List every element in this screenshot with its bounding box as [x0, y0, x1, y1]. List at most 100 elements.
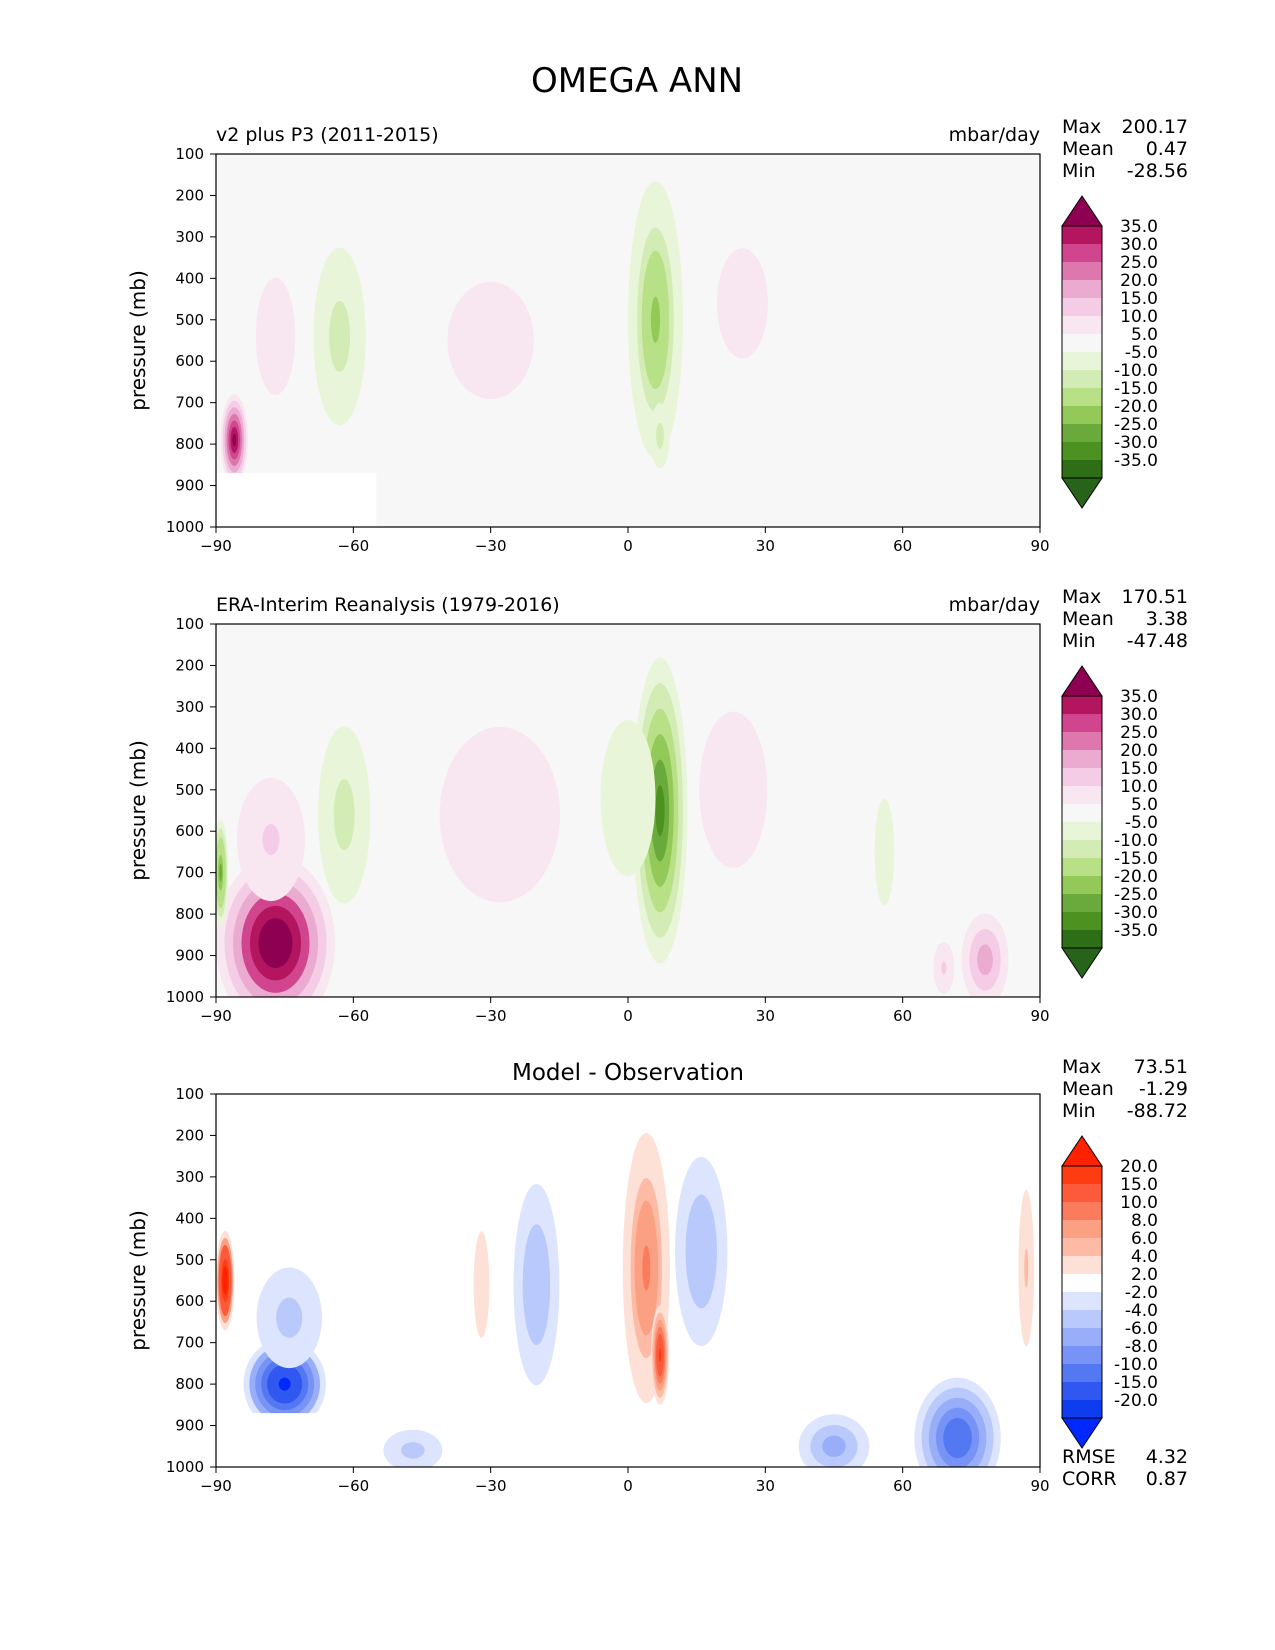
contour-blob-2 — [658, 429, 663, 443]
contour-blob-6 — [282, 1307, 296, 1328]
contour-blob-9 — [828, 1440, 840, 1452]
panel-title-left: v2 plus P3 (2011-2015) — [216, 124, 439, 146]
colorbar-segment — [1062, 912, 1102, 930]
colorbar-tick-label: -15.0 — [1114, 379, 1158, 399]
colorbar: 20.015.010.08.06.04.02.0-2.0-4.0-6.0-8.0… — [1061, 1135, 1158, 1449]
contour-field — [216, 181, 889, 527]
colorbar-segment — [1062, 1310, 1102, 1328]
colorbar-segment — [1062, 1184, 1102, 1202]
y-tick-label: 100 — [175, 145, 204, 163]
contour-blob-11 — [406, 1446, 419, 1455]
contour-blob-3 — [733, 284, 751, 322]
colorbar-segment — [1062, 424, 1102, 442]
x-tick-label: 60 — [893, 537, 912, 555]
y-tick-label: 1000 — [166, 1458, 204, 1476]
colorbar-segment — [1062, 352, 1102, 370]
stat-value: 4.32 — [1146, 1446, 1188, 1468]
contour-blob-7 — [223, 1273, 227, 1288]
stat-value: 0.87 — [1146, 1468, 1188, 1490]
contour-blob-3 — [724, 770, 742, 810]
stat-label: Max — [1062, 586, 1101, 608]
colorbar-segment — [1062, 1400, 1102, 1418]
colorbar-segment — [1062, 334, 1102, 352]
colorbar-tick-label: 5.0 — [1131, 795, 1158, 815]
colorbar-tick-label: -20.0 — [1114, 1391, 1158, 1411]
colorbar-tick-label: -5.0 — [1125, 813, 1158, 833]
contour-blob-8 — [880, 395, 889, 435]
contour-field — [216, 1133, 1035, 1467]
stat-value: -28.56 — [1127, 160, 1188, 182]
colorbar-segment — [1062, 298, 1102, 316]
colorbar-segment — [1062, 1364, 1102, 1382]
colorbar-segment — [1062, 442, 1102, 460]
colorbar-tick-label: 35.0 — [1120, 217, 1158, 237]
colorbar-segment — [1062, 750, 1102, 768]
colorbar-tick-label: -20.0 — [1114, 397, 1158, 417]
colorbar-tick-label: -35.0 — [1114, 451, 1158, 471]
colorbar-segment — [1062, 1256, 1102, 1274]
contour-blob-2 — [531, 1264, 542, 1305]
y-tick-label: 500 — [175, 781, 204, 799]
y-tick-label: 300 — [175, 228, 204, 246]
colorbar-segment — [1062, 1292, 1102, 1310]
contour-blob-6 — [262, 824, 280, 855]
colorbar-segment — [1062, 696, 1102, 714]
colorbar-tick-label: -15.0 — [1114, 849, 1158, 869]
colorbar-segment — [1062, 732, 1102, 750]
figure-title: OMEGA ANN — [531, 61, 743, 101]
stat-value: 3.38 — [1146, 608, 1188, 630]
y-axis-label: pressure (mb) — [126, 270, 150, 411]
colorbar-tick-label: -10.0 — [1114, 831, 1158, 851]
colorbar-segment — [1062, 876, 1102, 894]
colorbar-tick-label: -30.0 — [1114, 433, 1158, 453]
contour-blob-7 — [881, 834, 888, 870]
colorbar-segment — [1062, 1220, 1102, 1238]
colorbar-frame — [1061, 225, 1103, 479]
colorbar-tick-label: 25.0 — [1120, 723, 1158, 743]
colorbar-segment — [1062, 1238, 1102, 1256]
colorbar-segment — [1062, 1382, 1102, 1400]
y-tick-label: 100 — [175, 1085, 204, 1103]
stat-label: Min — [1062, 630, 1096, 652]
x-tick-label: 90 — [1030, 537, 1049, 555]
colorbar-segment — [1062, 1346, 1102, 1364]
x-tick-label: −30 — [475, 1477, 507, 1495]
y-tick-label: 500 — [175, 1251, 204, 1269]
y-tick-label: 200 — [175, 656, 204, 674]
y-tick-label: 700 — [175, 864, 204, 882]
colorbar-tick-label: -2.0 — [1125, 1283, 1158, 1303]
y-tick-label: 200 — [175, 186, 204, 204]
panel-title-center: Model - Observation — [512, 1060, 744, 1086]
contour-blob-10 — [219, 863, 222, 882]
y-tick-label: 900 — [175, 477, 204, 495]
colorbar-segment — [1062, 280, 1102, 298]
colorbar-tick-label: 15.0 — [1120, 759, 1158, 779]
colorbar-segment — [1062, 786, 1102, 804]
y-tick-label: 400 — [175, 739, 204, 757]
colorbar-segment — [1062, 894, 1102, 912]
colorbar-segment — [1062, 262, 1102, 280]
y-tick-label: 800 — [175, 1375, 204, 1393]
contour-blob-5 — [267, 930, 285, 956]
colorbar-tick-label: -25.0 — [1114, 415, 1158, 435]
contour-blob-10 — [1024, 1248, 1029, 1288]
x-tick-label: −60 — [338, 537, 370, 555]
stat-label: Min — [1062, 1100, 1096, 1122]
stat-value: 200.17 — [1122, 116, 1188, 138]
colorbar-segment — [1062, 858, 1102, 876]
stat-value: -1.29 — [1139, 1078, 1188, 1100]
contour-blob-7 — [232, 433, 237, 447]
stat-value: -47.48 — [1127, 630, 1188, 652]
x-tick-label: 60 — [893, 1007, 912, 1025]
y-tick-label: 300 — [175, 698, 204, 716]
colorbar: 35.030.025.020.015.010.05.0-5.0-10.0-15.… — [1061, 195, 1158, 509]
panel-units: mbar/day — [949, 124, 1040, 146]
stat-value: 0.47 — [1146, 138, 1188, 160]
y-tick-label: 500 — [175, 311, 204, 329]
colorbar-segment — [1062, 1166, 1102, 1184]
contour-blob-5 — [334, 318, 345, 355]
colorbar-tick-label: -35.0 — [1114, 921, 1158, 941]
contour-blob-1 — [650, 296, 661, 343]
colorbar-tick-label: 2.0 — [1131, 1265, 1158, 1285]
